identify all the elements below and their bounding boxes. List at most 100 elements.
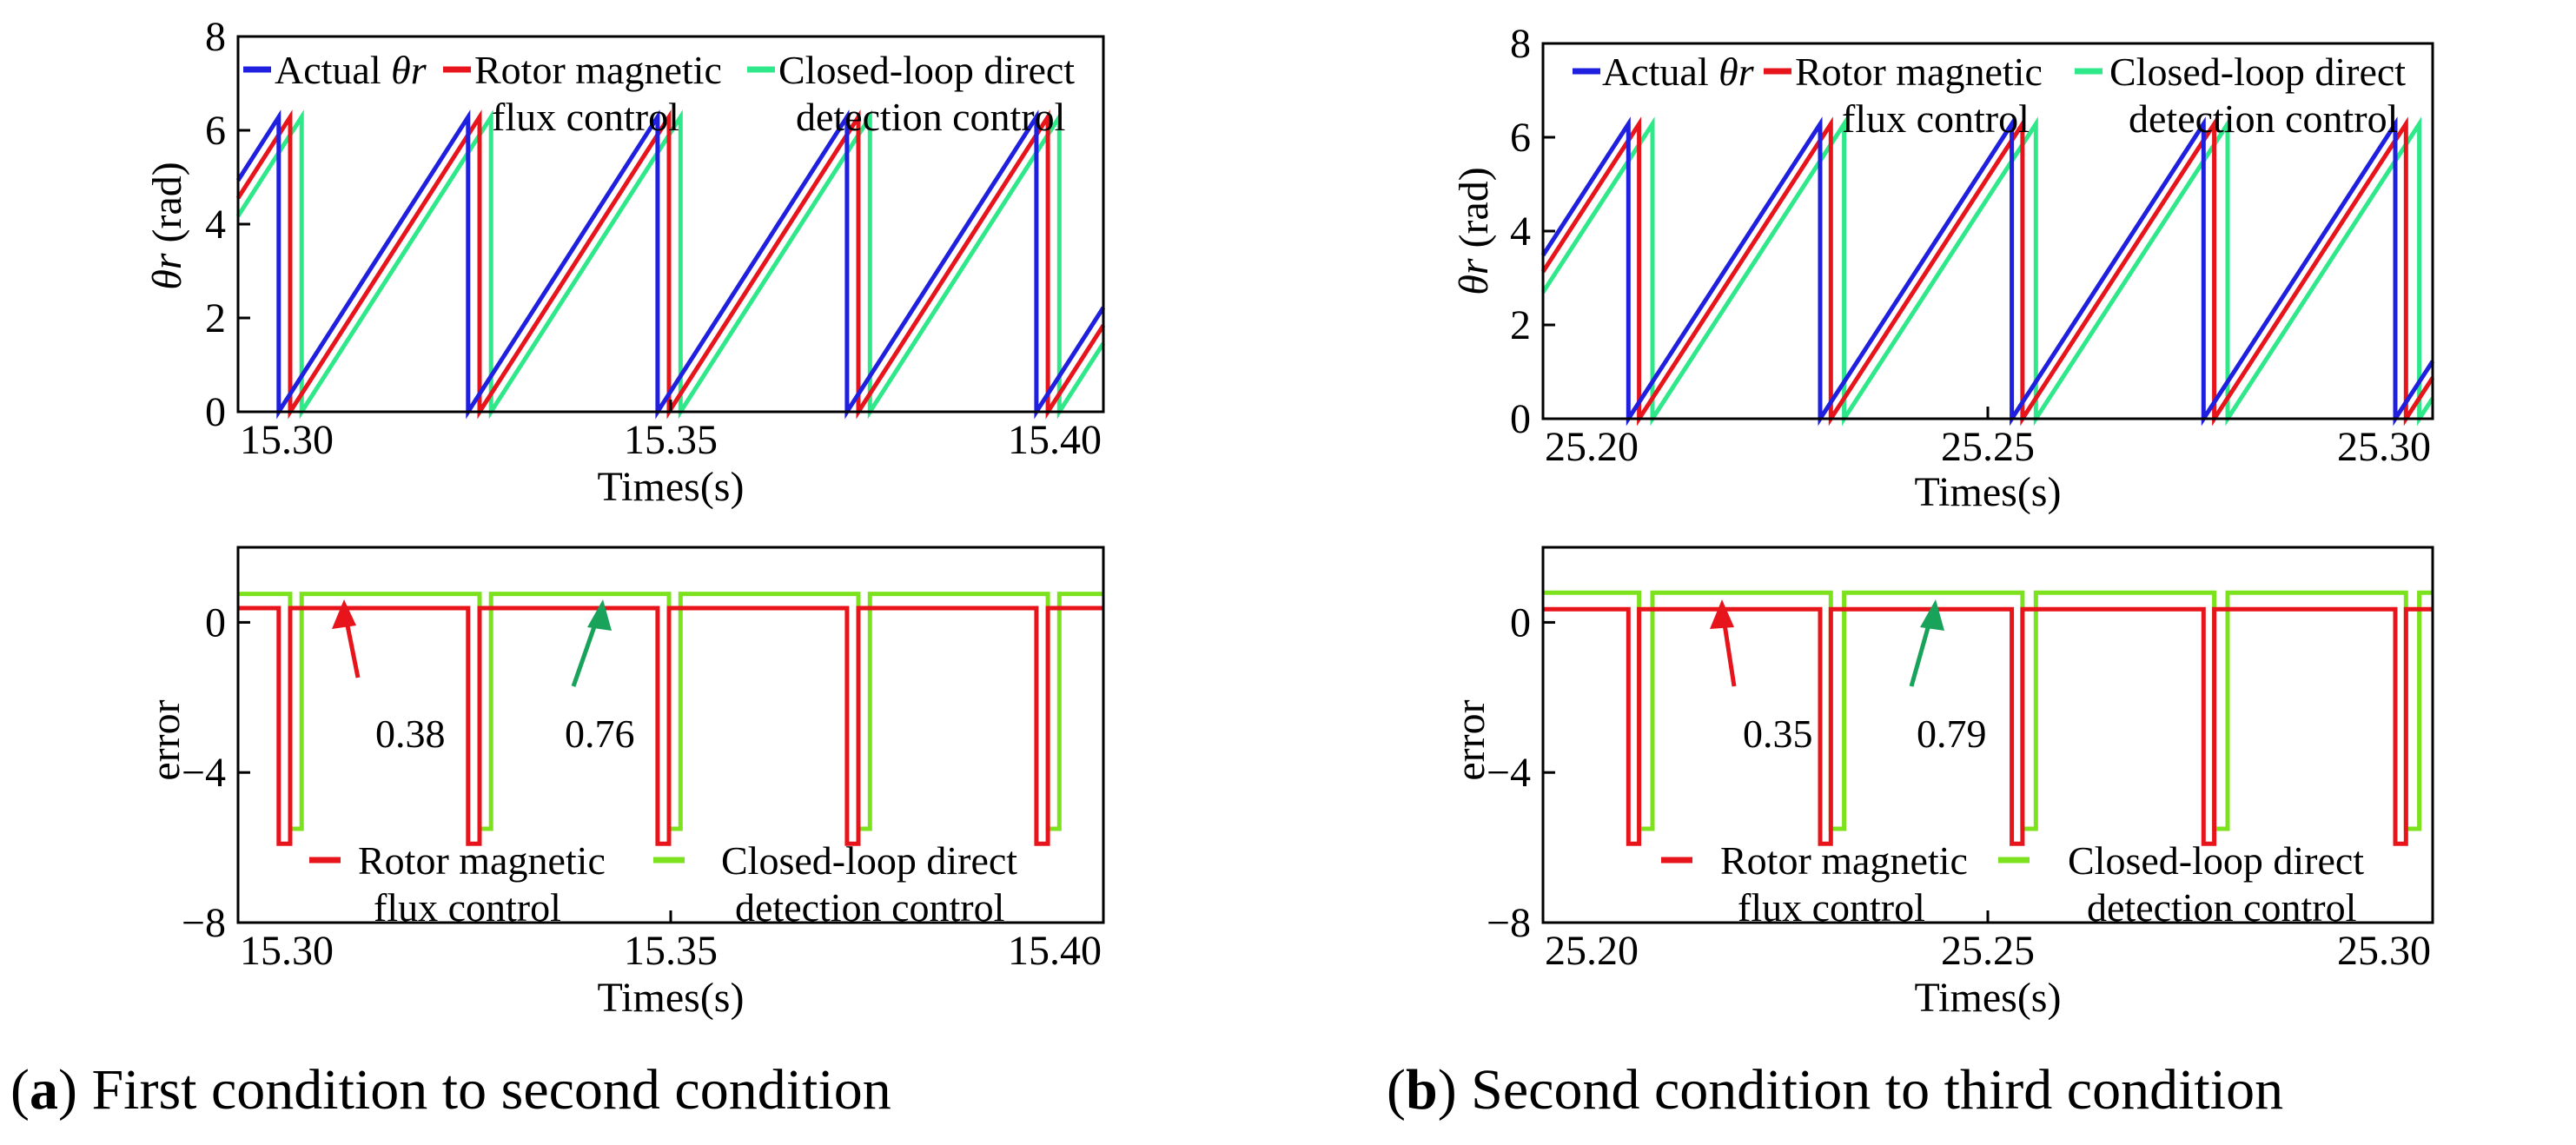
y-tick-label: 6 [205,108,226,154]
x-axis-label: Times(s) [1915,469,2062,515]
ticks-layer: 15.30 15.35 15.40 −8 −4 0 [182,599,1105,974]
annotation-arrow-closed [571,616,600,687]
x-tick-label: 15.35 [624,928,718,974]
y-tick-label: 2 [205,295,226,341]
ticks-layer: 25.20 25.25 25.30 −8 −4 0 [1487,599,2434,974]
caption-a-letter: a [30,1058,58,1122]
y-tick-label: 0 [205,389,226,435]
x-tick-label: 25.20 [1545,424,1639,470]
series-line-rotor [1543,606,2433,846]
legend-label-closed-line1: Closed-loop direct [2068,838,2364,883]
legend-label-closed-line2: detection control [2087,885,2356,930]
legend-label-rotor-line1: Rotor magnetic [358,838,606,883]
series-line-closed [235,109,1106,420]
x-axis-label: Times(s) [598,975,745,1021]
legend: Actual θr Rotor magnetic flux control Cl… [1573,50,2406,141]
annotation-arrow-rotor [1721,618,1737,687]
legend-label-closed-line1: Closed-loop direct [2109,50,2406,94]
series-line-actual [235,109,1106,420]
x-tick-label: 25.25 [1941,424,2035,470]
y-tick-label: 0 [1510,396,1531,442]
legend-label-rotor-line2: flux control [1842,96,2030,141]
x-tick-label: 25.25 [1941,928,2035,974]
y-tick-label: −8 [1487,900,1531,946]
legend-label-rotor-line1: Rotor magnetic [1795,50,2043,94]
x-tick-label: 15.30 [240,928,334,974]
series-line-rotor [1540,116,2435,427]
x-axis-label: Times(s) [1915,975,2062,1021]
annotation-arrowhead-rotor [332,599,356,629]
ticks-layer: 15.30 15.35 15.40 0 2 4 6 8 [205,14,1105,463]
x-tick-label: 25.20 [1545,928,1639,974]
y-axis-label: θr (rad) [144,162,190,290]
series-line-rotor [238,606,1103,846]
x-axis-label: Times(s) [598,464,745,510]
annotation-label-closed: 0.79 [1917,711,1987,756]
annotation-arrow-closed [1909,618,1933,687]
annotation-label-closed: 0.76 [565,711,635,756]
series-line-actual [1540,116,2435,427]
annotation-arrowhead-closed [587,599,612,631]
legend-label-closed-line2: detection control [796,95,1065,139]
annotations: 0.38 0.76 [332,599,635,756]
y-axis-label: error [142,699,189,780]
annotation-label-rotor: 0.38 [375,711,446,756]
y-tick-label: 2 [1510,302,1531,348]
legend-label-closed-line2: detection control [735,885,1004,930]
panel-b-bottom-chart: 25.20 25.25 25.30 −8 −4 0 error Times(s) 0.35… [1447,546,2434,1021]
panel-b-top-chart: 25.20 25.25 25.30 0 2 4 6 8 θr (rad) Times(s) A… [1451,21,2435,515]
caption-b-text: ) Second condition to third condition [1438,1058,2283,1122]
legend-label-rotor-line2: flux control [492,95,679,139]
caption-b-letter: b [1406,1058,1438,1122]
legend: Actual θr Rotor magnetic flux control Cl… [243,48,1075,139]
legend: Rotor magnetic flux control Closed-loop … [1661,838,2364,930]
annotation-arrowhead-closed [1920,599,1944,631]
legend-label-rotor-line1: Rotor magnetic [1720,838,1968,883]
caption-b: (b) Second condition to third condition [1387,1058,2283,1122]
series-line-closed [1540,116,2435,427]
series-line-rotor [235,109,1106,420]
panel-a-bottom-chart: 15.30 15.35 15.40 −8 −4 0 error Times(s) 0.38… [142,546,1105,1021]
annotation-label-rotor: 0.35 [1743,711,1813,756]
y-tick-label: 8 [205,14,226,60]
series-layer [1540,116,2435,427]
y-axis-label: error [1447,699,1493,780]
legend-label-closed-line1: Closed-loop direct [778,48,1075,92]
x-tick-label: 15.40 [1008,928,1102,974]
y-tick-label: 4 [205,202,226,248]
y-tick-label: 4 [1510,208,1531,255]
y-tick-label: −4 [1487,750,1531,796]
y-tick-label: −4 [182,750,226,796]
caption-a-text: ) First condition to second condition [58,1058,891,1122]
x-tick-label: 15.30 [240,417,334,463]
legend-label-actual: Actual θr [275,48,427,92]
x-tick-label: 25.30 [2337,424,2431,470]
x-tick-label: 25.30 [2337,928,2431,974]
ticks-layer: 25.20 25.25 25.30 0 2 4 6 8 [1510,21,2434,470]
legend-label-closed-line1: Closed-loop direct [721,838,1017,883]
y-axis-label: θr (rad) [1451,167,1497,295]
legend: Rotor magnetic flux control Closed-loop … [309,838,1017,930]
caption-a: (a) First condition to second condition [10,1058,891,1122]
panel-a-top-chart: 15.30 15.35 15.40 0 2 4 6 8 θr (rad) Times(s) A… [144,14,1106,510]
x-tick-label: 15.35 [624,417,718,463]
legend-label-rotor-line2: flux control [374,885,561,930]
y-tick-label: 0 [1510,599,1531,645]
legend-label-rotor-line2: flux control [1738,885,1925,930]
y-tick-label: 8 [1510,21,1531,67]
series-layer [235,109,1106,420]
annotation-arrow-rotor [343,616,361,678]
y-tick-label: 0 [205,599,226,645]
series-line-closed [1543,590,2433,831]
y-tick-label: −8 [182,900,226,946]
legend-label-actual: Actual θr [1602,50,1755,94]
annotation-arrowhead-rotor [1710,599,1734,629]
series-layer [238,592,1103,846]
y-tick-label: 6 [1510,115,1531,161]
legend-label-closed-line2: detection control [2129,96,2398,141]
legend-label-rotor-line1: Rotor magnetic [474,48,722,92]
annotations: 0.35 0.79 [1710,599,1987,756]
x-tick-label: 15.40 [1008,417,1102,463]
series-layer [1543,590,2433,846]
